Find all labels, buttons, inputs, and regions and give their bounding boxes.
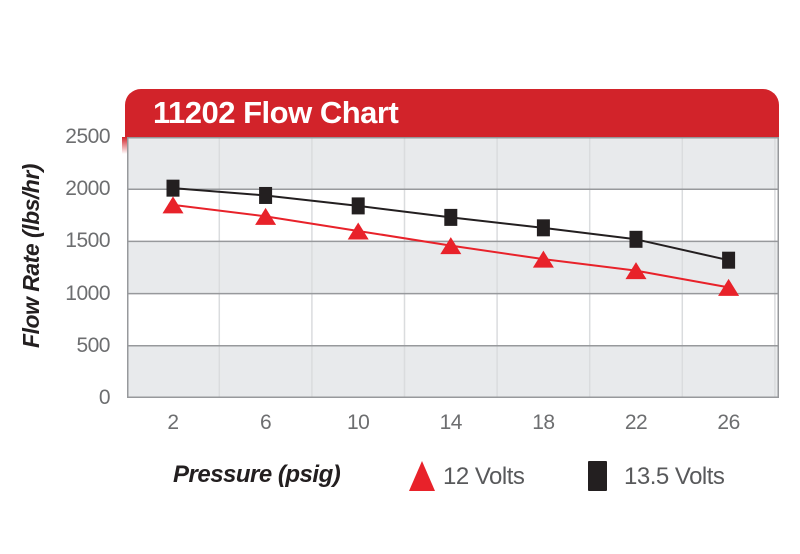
data-point-square bbox=[166, 179, 180, 197]
x-tick-label: 10 bbox=[347, 411, 370, 434]
y-tick-label: 500 bbox=[76, 333, 110, 357]
y-tick-label: 0 bbox=[98, 386, 111, 409]
data-point-square bbox=[536, 219, 550, 237]
chart-title: 11202 Flow Chart bbox=[153, 95, 399, 130]
y-tick-label: 2500 bbox=[65, 125, 110, 148]
data-point-square bbox=[444, 208, 458, 226]
data-point-square bbox=[351, 197, 365, 215]
data-point-triangle bbox=[162, 196, 184, 214]
legend-label-13-5-volts: 13.5 Volts bbox=[624, 463, 725, 490]
data-point-triangle bbox=[625, 262, 647, 280]
plot-band bbox=[127, 345, 779, 398]
data-point-triangle bbox=[718, 278, 740, 296]
legend-triangle-icon bbox=[409, 461, 435, 491]
data-point-triangle bbox=[255, 207, 277, 225]
x-tick-label: 22 bbox=[624, 411, 648, 434]
plot-border bbox=[127, 137, 779, 398]
y-tick-label: 2000 bbox=[65, 177, 110, 201]
data-point-triangle bbox=[440, 237, 462, 255]
x-tick-label: 26 bbox=[717, 411, 740, 434]
x-tick-label: 14 bbox=[439, 411, 463, 434]
data-point-square bbox=[722, 251, 736, 269]
y-tick-label: 1000 bbox=[65, 281, 110, 305]
legend-label-12-volts: 12 Volts bbox=[443, 463, 525, 490]
banner-tail-decoration bbox=[122, 137, 128, 154]
data-point-square bbox=[629, 230, 643, 248]
chart-title-banner: 11202 Flow Chart bbox=[125, 89, 779, 137]
plot-band bbox=[127, 293, 779, 346]
plot-band bbox=[127, 137, 779, 190]
x-tick-label: 6 bbox=[260, 411, 272, 434]
data-point-square bbox=[259, 186, 273, 204]
x-axis-title: Pressure (psig) bbox=[173, 461, 341, 488]
x-tick-label: 2 bbox=[167, 411, 179, 434]
y-tick-label: 1500 bbox=[65, 229, 110, 253]
legend-square-icon bbox=[588, 461, 607, 491]
data-point-triangle bbox=[347, 222, 369, 240]
x-tick-label: 18 bbox=[532, 411, 555, 434]
data-point-triangle bbox=[532, 250, 554, 268]
plot-area bbox=[127, 137, 779, 398]
